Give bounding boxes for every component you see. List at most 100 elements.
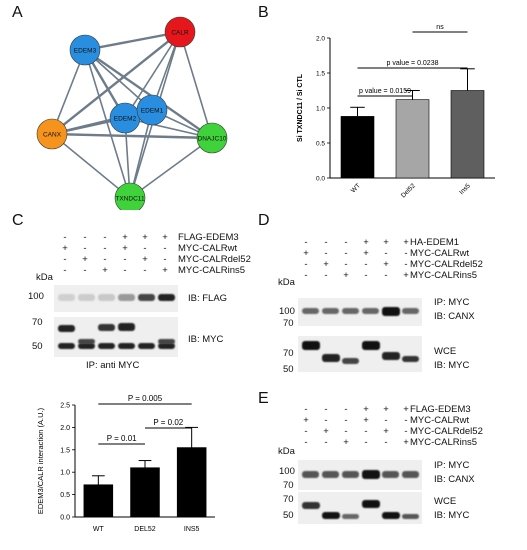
treatment-mark: + xyxy=(363,237,369,248)
network-edge xyxy=(84,49,131,199)
ib-flag-label: IB: FLAG xyxy=(188,293,228,304)
ib-canx-label: IB: CANX xyxy=(434,311,475,322)
blot-band xyxy=(138,343,155,349)
treatment-mark: - xyxy=(364,270,368,281)
treatment-label: MYC-CALRins5 xyxy=(410,437,478,448)
blot-canx xyxy=(298,298,422,326)
blot-canx xyxy=(298,460,422,490)
bar-del52 xyxy=(130,467,160,518)
blot-band xyxy=(362,500,380,508)
blot-band xyxy=(98,294,115,301)
blot-band xyxy=(118,343,135,349)
treatment-mark: + xyxy=(403,437,409,448)
ip-label: IP: MYC xyxy=(434,297,470,308)
y-tick-label: 1.5 xyxy=(316,71,325,78)
ib-myc-label: IB: MYC xyxy=(188,334,224,345)
treatment-mark: - xyxy=(404,248,408,259)
bar-ins5 xyxy=(450,90,485,179)
blot-flag xyxy=(54,285,178,312)
treatment-mark: - xyxy=(324,404,328,415)
treatment-label: MYC-CALRins5 xyxy=(178,265,246,276)
marker-50: 50 xyxy=(283,364,294,375)
panel-letter-d: D xyxy=(258,212,270,229)
treatment-mark: - xyxy=(163,243,167,254)
blot-band xyxy=(158,294,175,301)
y-tick-label: 0.0 xyxy=(60,515,70,522)
network-edge xyxy=(50,30,182,136)
treatment-mark: - xyxy=(83,232,87,243)
treatment-mark: - xyxy=(344,404,348,415)
treatment-mark: - xyxy=(404,415,408,426)
blot-band xyxy=(342,358,359,364)
marker-70: 70 xyxy=(283,348,294,359)
treatment-label: MYC-CALRdel52 xyxy=(178,254,251,265)
kda-label: kDa xyxy=(278,446,295,457)
blot-band xyxy=(342,308,359,314)
treatment-mark: + xyxy=(343,270,349,281)
network-node-edem1: EDEM1 xyxy=(136,94,168,126)
bar-wt xyxy=(83,484,114,518)
blot-band xyxy=(382,512,400,519)
chart-b: 0.0 0.5 1.0 1.5 2.0 Si TXNDC11 / Si CTL WT Del5… xyxy=(297,24,495,199)
treatment-mark: + xyxy=(363,248,369,259)
treatment-mark: + xyxy=(343,437,349,448)
treatment-mark: - xyxy=(83,243,87,254)
network-node-calr: CALR xyxy=(164,16,196,48)
treatment-mark: + xyxy=(102,265,108,276)
blot-band xyxy=(78,343,95,349)
ip-label: IP: anti MYC xyxy=(86,360,140,371)
blot-band xyxy=(58,325,75,332)
treatment-mark: - xyxy=(304,426,308,437)
bar-wt xyxy=(340,116,375,179)
treatment-label: HA-EDEM1 xyxy=(410,237,460,248)
blot-band xyxy=(362,470,380,479)
bar-ins5 xyxy=(176,447,207,518)
network-node-edem3: EDEM3 xyxy=(69,34,101,66)
blot-band xyxy=(98,343,115,349)
kda-label: kDa xyxy=(36,272,53,283)
y-tick-label: 2.0 xyxy=(60,425,70,432)
treatment-mark: - xyxy=(384,437,388,448)
treatment-mark: - xyxy=(364,437,368,448)
marker-100: 100 xyxy=(279,306,295,317)
network-node-label: EDEM1 xyxy=(141,108,164,115)
treatment-mark: + xyxy=(162,265,168,276)
treatment-label: MYC-CALRdel52 xyxy=(410,426,483,437)
treatment-mark: - xyxy=(304,259,308,270)
kda-label: kDa xyxy=(278,277,295,288)
treatment-mark: - xyxy=(344,259,348,270)
treatment-mark: - xyxy=(103,232,107,243)
treatment-mark: + xyxy=(142,254,148,265)
treatment-mark: - xyxy=(123,254,127,265)
network-node-label: CANX xyxy=(43,132,62,139)
treatment-mark: - xyxy=(143,265,147,276)
treatment-mark: - xyxy=(143,243,147,254)
treatment-mark: + xyxy=(363,415,369,426)
network-edge xyxy=(51,133,131,199)
x-tick-label: WT xyxy=(350,182,362,194)
network-edge xyxy=(83,30,182,52)
significance-label: P = 0.01 xyxy=(107,434,137,443)
treatment-mark: - xyxy=(324,437,328,448)
marker-70: 70 xyxy=(283,494,294,505)
blot-band xyxy=(362,308,379,314)
blot-band xyxy=(138,294,155,301)
treatment-mark: - xyxy=(304,237,308,248)
network-node-label: EDEM2 xyxy=(114,116,137,123)
treatment-label: FLAG-EDEM3 xyxy=(178,232,239,243)
treatment-mark: + xyxy=(303,248,309,259)
blot-band xyxy=(322,308,339,314)
x-tick-label: Del52 xyxy=(400,182,417,199)
treatment-mark: - xyxy=(324,237,328,248)
marker-70: 70 xyxy=(32,317,43,328)
treatment-label: FLAG-EDEM3 xyxy=(410,404,471,415)
x-tick-label: INS5 xyxy=(184,526,200,533)
treatment-mark: - xyxy=(384,270,388,281)
y-tick-label: 2.0 xyxy=(316,36,325,43)
marker-50: 50 xyxy=(283,510,294,521)
network-edge xyxy=(83,48,214,140)
marker-100: 100 xyxy=(279,466,295,477)
network-edge xyxy=(129,137,213,199)
network-node-label: DNAJC10 xyxy=(198,136,227,143)
treatment-mark: - xyxy=(123,265,127,276)
